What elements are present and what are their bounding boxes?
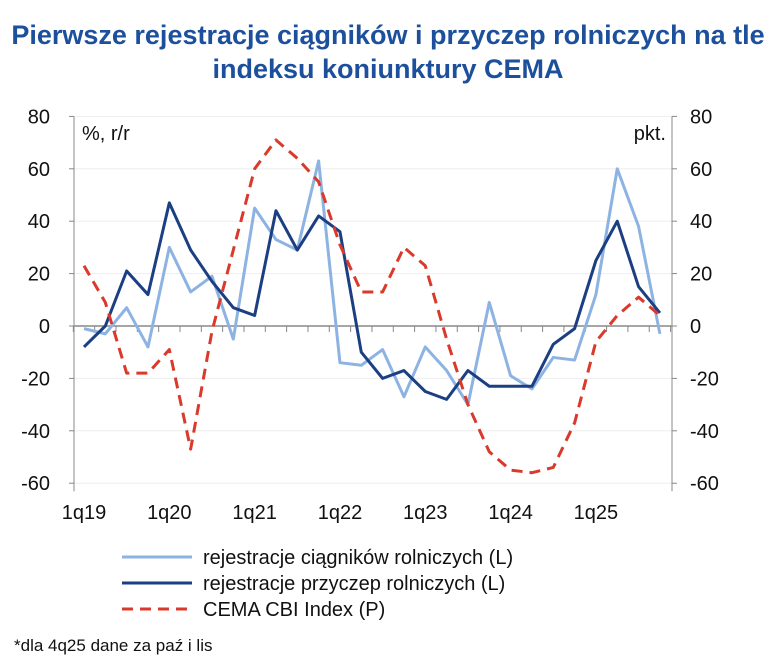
footnote: *dla 4q25 dane za paź i lis — [14, 636, 213, 655]
y-tick-label-right: 80 — [690, 106, 712, 128]
y-tick-label-left: 60 — [28, 159, 50, 181]
y-tick-label-right: 20 — [690, 264, 712, 286]
y-tick-label-right: 40 — [690, 211, 712, 233]
y-tick-label-right: -20 — [690, 368, 719, 390]
y-tick-label-right: -40 — [690, 421, 719, 443]
y-tick-label-right: 0 — [690, 316, 701, 338]
x-tick-label: 1q24 — [488, 502, 533, 524]
x-tick-label: 1q25 — [574, 502, 619, 524]
y-tick-label-right: -60 — [690, 473, 719, 495]
y-axis-label-left: %, r/r — [82, 123, 130, 145]
legend-label: rejestracje przyczep rolniczych (L) — [203, 573, 505, 595]
series-line-2 — [82, 201, 662, 401]
series-line-3 — [82, 138, 661, 475]
y-tick-label-left: -40 — [21, 421, 50, 443]
x-tick-label: 1q23 — [403, 502, 448, 524]
y-tick-label-left: 0 — [39, 316, 50, 338]
x-tick-label: 1q19 — [62, 502, 107, 524]
x-tick-label: 1q22 — [318, 502, 363, 524]
x-tick-label: 1q20 — [147, 502, 192, 524]
y-tick-label-right: 60 — [690, 159, 712, 181]
chart-title: Pierwsze rejestracje ciągników i przycze… — [11, 20, 765, 84]
x-tick-label: 1q21 — [232, 502, 277, 524]
y-tick-label-left: -20 — [21, 368, 50, 390]
legend-label: rejestracje ciągników rolniczych (L) — [203, 547, 513, 569]
y-tick-label-left: 80 — [28, 106, 50, 128]
y-tick-label-left: -60 — [21, 473, 50, 495]
y-tick-label-left: 40 — [28, 211, 50, 233]
y-tick-label-left: 20 — [28, 264, 50, 286]
y-axis-label-right: pkt. — [634, 123, 666, 145]
series-line-1 — [83, 159, 662, 407]
legend-label: CEMA CBI Index (P) — [203, 599, 385, 621]
